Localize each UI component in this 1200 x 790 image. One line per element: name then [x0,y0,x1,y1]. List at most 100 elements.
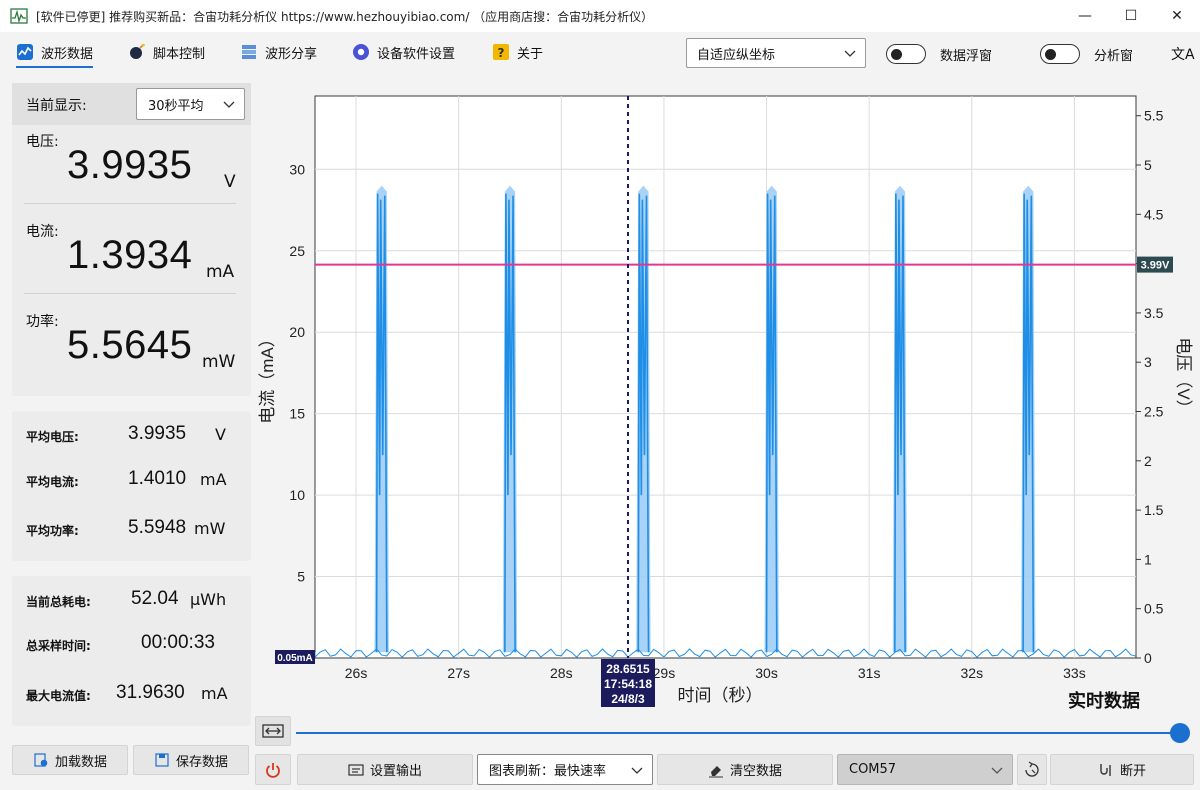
power-value: 5.5645 [67,323,193,367]
question-icon: ? [492,43,510,61]
y-right-tick-label: 0 [1144,650,1152,666]
maximize-button[interactable]: ☐ [1124,8,1138,24]
avg-voltage-label: 平均电压: [26,430,79,444]
tab-waveform-share[interactable]: 波形分享 [240,32,317,72]
avg-power-label: 平均功率: [26,524,79,538]
time-slider-track[interactable] [296,732,1180,734]
tab-label: 脚本控制 [153,46,206,62]
power-button[interactable] [255,754,291,785]
total-energy-value: 52.04 [131,588,179,609]
y-left-tick-label: 30 [289,161,305,177]
avg-power-unit: mW [194,519,226,538]
save-icon [154,752,170,768]
total-energy-unit: μWh [190,590,227,609]
analysis-label: 分析窗 [1094,48,1134,64]
toolbar: 波形数据 脚本控制 波形分享 设备软件设置 ? 关于 自适应纵坐标 [0,32,1200,72]
x-tick-label: 31s [858,665,881,681]
current-spike [637,193,650,653]
load-icon [33,752,49,768]
output-label: 设置输出 [369,764,422,779]
max-current-unit: mA [201,684,228,703]
realtime-label: 实时数据 [1068,691,1140,712]
chevron-down-icon [844,50,856,57]
avg-power-value: 5.5948 [128,517,187,538]
axis-mode-select[interactable]: 自适应纵坐标 [686,38,866,68]
y-right-tick-label: 3.5 [1144,305,1164,321]
current-tag-bg [275,650,315,664]
refresh-port-button[interactable] [1017,754,1047,785]
load-data-button[interactable]: 加载数据 [12,745,128,775]
y-right-tick-label: 3 [1144,354,1152,370]
cursor-tag-bg [601,659,656,707]
current-tag: 0.05mA [277,653,313,664]
tab-script-control[interactable]: 脚本控制 [128,32,205,72]
voltage-tag-bg [1137,256,1173,273]
voltage-tag: 3.99V [1141,260,1170,272]
fit-width-icon [262,724,284,738]
y-right-tick-label: 5.5 [1144,108,1164,124]
display-mode-select[interactable]: 30秒平均 [136,88,245,120]
bomb-icon [128,43,146,61]
x-tick-label: 30s [755,665,778,681]
power-icon [266,762,280,778]
total-energy-label: 当前总耗电: [26,595,91,609]
max-current-value: 31.9630 [116,682,185,703]
y-left-tick-label: 5 [297,569,305,585]
analysis-toggle[interactable] [1040,44,1080,64]
save-label: 保存数据 [175,754,228,770]
total-time-value: 00:00:33 [141,632,215,653]
current-spike [765,193,778,653]
chart-svg[interactable]: 26s 27s 28s 29s 30s 31s 32s 33s5101520253000.51… [258,82,1200,714]
refresh-rate-select[interactable]: 图表刷新：最快速率 [477,754,653,785]
x-tick-label: 29s [653,665,676,681]
y-right-tick-label: 5 [1144,157,1152,173]
current-unit: mA [206,262,235,282]
voltage-label: 电压: [26,134,59,150]
fit-width-button[interactable] [255,716,291,746]
com-port-value: COM57 [849,762,897,777]
avg-voltage-value: 3.9935 [128,423,187,444]
waveform-icon [16,43,34,61]
waveform-chart[interactable]: 26s 27s 28s 29s 30s 31s 32s 33s 5 10 15 20 25 30 0 0.5 1… [258,82,1200,714]
data-float-toggle[interactable] [886,44,926,64]
tab-device-settings[interactable]: 设备软件设置 [352,32,455,72]
output-settings-button[interactable]: 设置输出 [297,754,473,785]
avg-current-unit: mA [200,470,227,489]
svg-text:?: ? [498,46,505,60]
x-tick-label: 27s [447,665,470,681]
y-right-tick-label: 1.5 [1144,502,1164,518]
close-button[interactable]: ✕ [1171,8,1183,24]
averages-panel [12,411,251,561]
minimize-button[interactable]: — [1078,8,1092,24]
refresh-icon [1025,760,1039,777]
y-right-tick-label: 4.5 [1144,206,1164,222]
x-tick-label: 26s [345,665,368,681]
x-tick-label: 32s [961,665,984,681]
time-slider-thumb[interactable] [1170,723,1190,743]
y-left-tick-label: 25 [289,243,305,259]
clear-label: 清空数据 [729,764,782,779]
com-port-select[interactable]: COM57 [837,754,1013,785]
y-right-tick-label: 2.5 [1144,404,1164,420]
load-label: 加载数据 [54,754,107,770]
refresh-rate-value: 图表刷新：最快速率 [489,764,607,779]
clear-data-button[interactable]: 清空数据 [657,754,833,785]
chevron-down-icon [223,101,235,108]
y-left-tick-label: 15 [289,406,305,422]
translate-icon[interactable]: 文A [1171,47,1195,63]
current-label: 电流: [26,224,59,240]
disconnect-button[interactable]: 断开 [1050,754,1194,785]
cursor-value: 28.6515 [606,662,650,676]
share-icon [240,43,258,61]
divider [24,293,236,294]
data-float-label: 数据浮窗 [940,48,993,64]
current-baseline-line [314,648,1137,659]
current-spike [375,193,388,653]
avg-current-value: 1.4010 [128,468,187,489]
tab-waveform-data[interactable]: 波形数据 [16,32,94,72]
save-data-button[interactable]: 保存数据 [133,745,249,775]
tab-label: 波形分享 [265,46,318,62]
plug-icon [1098,762,1114,778]
tab-about[interactable]: ? 关于 [492,32,543,72]
toggle-knob [1045,49,1056,60]
